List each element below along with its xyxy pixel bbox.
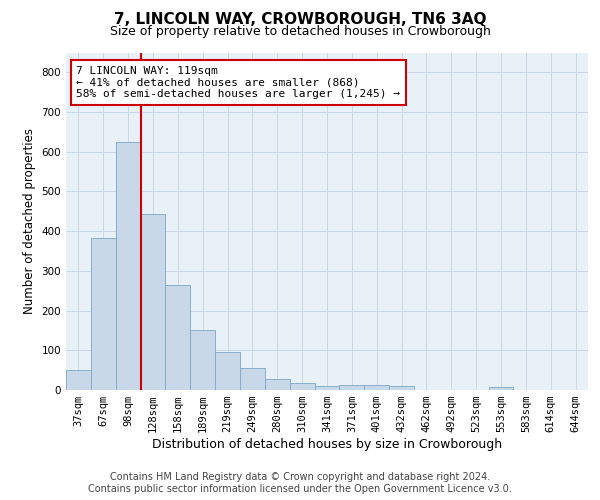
Bar [265, 379, 290, 390]
Text: Size of property relative to detached houses in Crowborough: Size of property relative to detached ho… [110, 25, 490, 38]
Bar [340, 385, 364, 390]
Bar [290, 383, 314, 390]
Bar [215, 352, 240, 390]
Text: 7, LINCOLN WAY, CROWBOROUGH, TN6 3AQ: 7, LINCOLN WAY, CROWBOROUGH, TN6 3AQ [114, 12, 486, 28]
X-axis label: Distribution of detached houses by size in Crowborough: Distribution of detached houses by size … [152, 438, 502, 451]
Bar [240, 368, 265, 390]
Y-axis label: Number of detached properties: Number of detached properties [23, 128, 36, 314]
Text: 7 LINCOLN WAY: 119sqm
← 41% of detached houses are smaller (868)
58% of semi-det: 7 LINCOLN WAY: 119sqm ← 41% of detached … [76, 66, 400, 99]
Bar [364, 385, 389, 390]
Bar [140, 214, 166, 390]
Bar [314, 386, 340, 390]
Bar [66, 370, 91, 390]
Bar [190, 330, 215, 390]
Bar [116, 142, 140, 390]
Bar [488, 387, 514, 390]
Text: Contains HM Land Registry data © Crown copyright and database right 2024.
Contai: Contains HM Land Registry data © Crown c… [88, 472, 512, 494]
Bar [91, 238, 116, 390]
Bar [166, 285, 190, 390]
Bar [389, 386, 414, 390]
